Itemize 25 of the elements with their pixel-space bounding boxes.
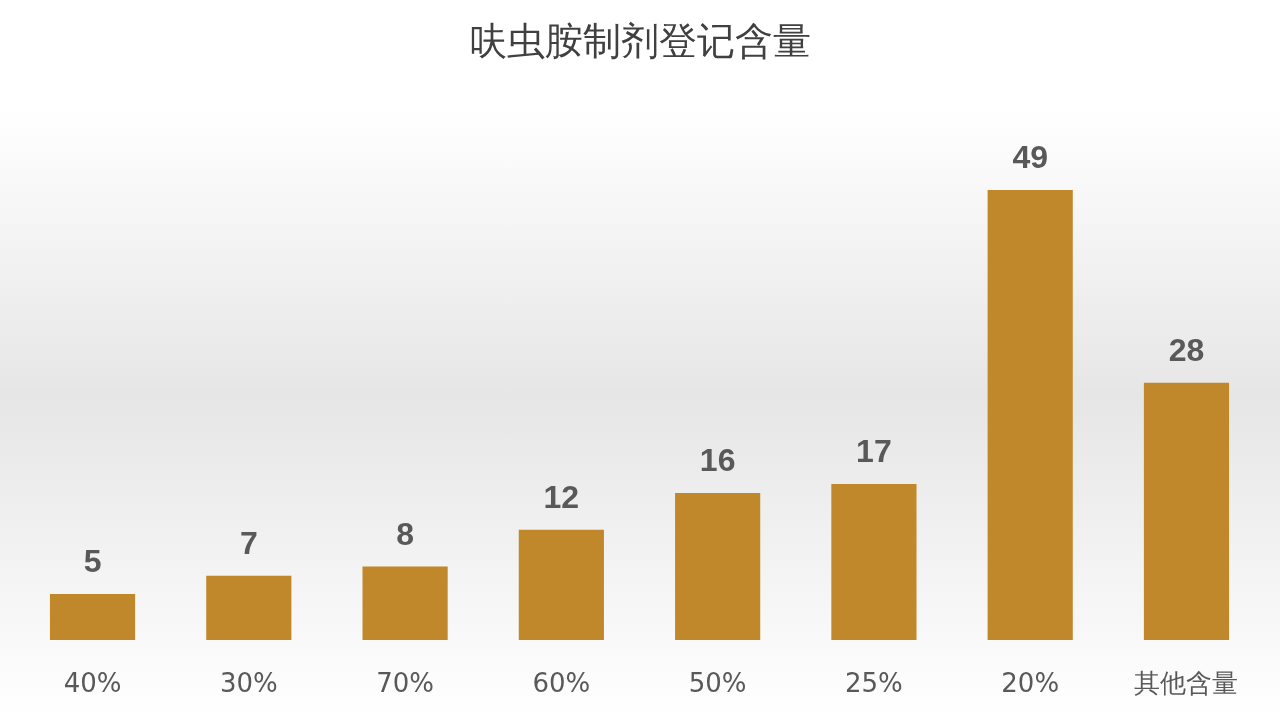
bar <box>1143 382 1230 640</box>
bar <box>362 566 448 640</box>
bar <box>987 190 1073 640</box>
data-label: 12 <box>543 478 580 515</box>
bar <box>675 493 761 640</box>
x-tick-label: 40% <box>63 667 122 698</box>
bar <box>518 529 604 640</box>
data-label: 49 <box>1012 139 1048 175</box>
x-tick-label: 30% <box>219 667 278 698</box>
bar <box>49 594 136 640</box>
x-tick-label: 70% <box>376 667 434 698</box>
x-tick-label: 其他含量 <box>1134 667 1239 698</box>
data-label: 8 <box>396 515 414 552</box>
data-label: 16 <box>699 442 736 479</box>
x-tick-label: 20% <box>1001 667 1060 698</box>
bar <box>831 483 917 640</box>
data-label: 7 <box>239 524 258 561</box>
x-tick-label: 50% <box>688 667 747 698</box>
x-tick-label: 25% <box>845 667 903 698</box>
bar <box>206 575 292 640</box>
chart-title: 呋虫胺制剂登记含量 <box>468 19 811 63</box>
data-label: 17 <box>856 432 892 469</box>
data-label: 5 <box>83 543 102 580</box>
x-tick-label: 60% <box>532 667 591 698</box>
data-label: 28 <box>1168 331 1205 368</box>
